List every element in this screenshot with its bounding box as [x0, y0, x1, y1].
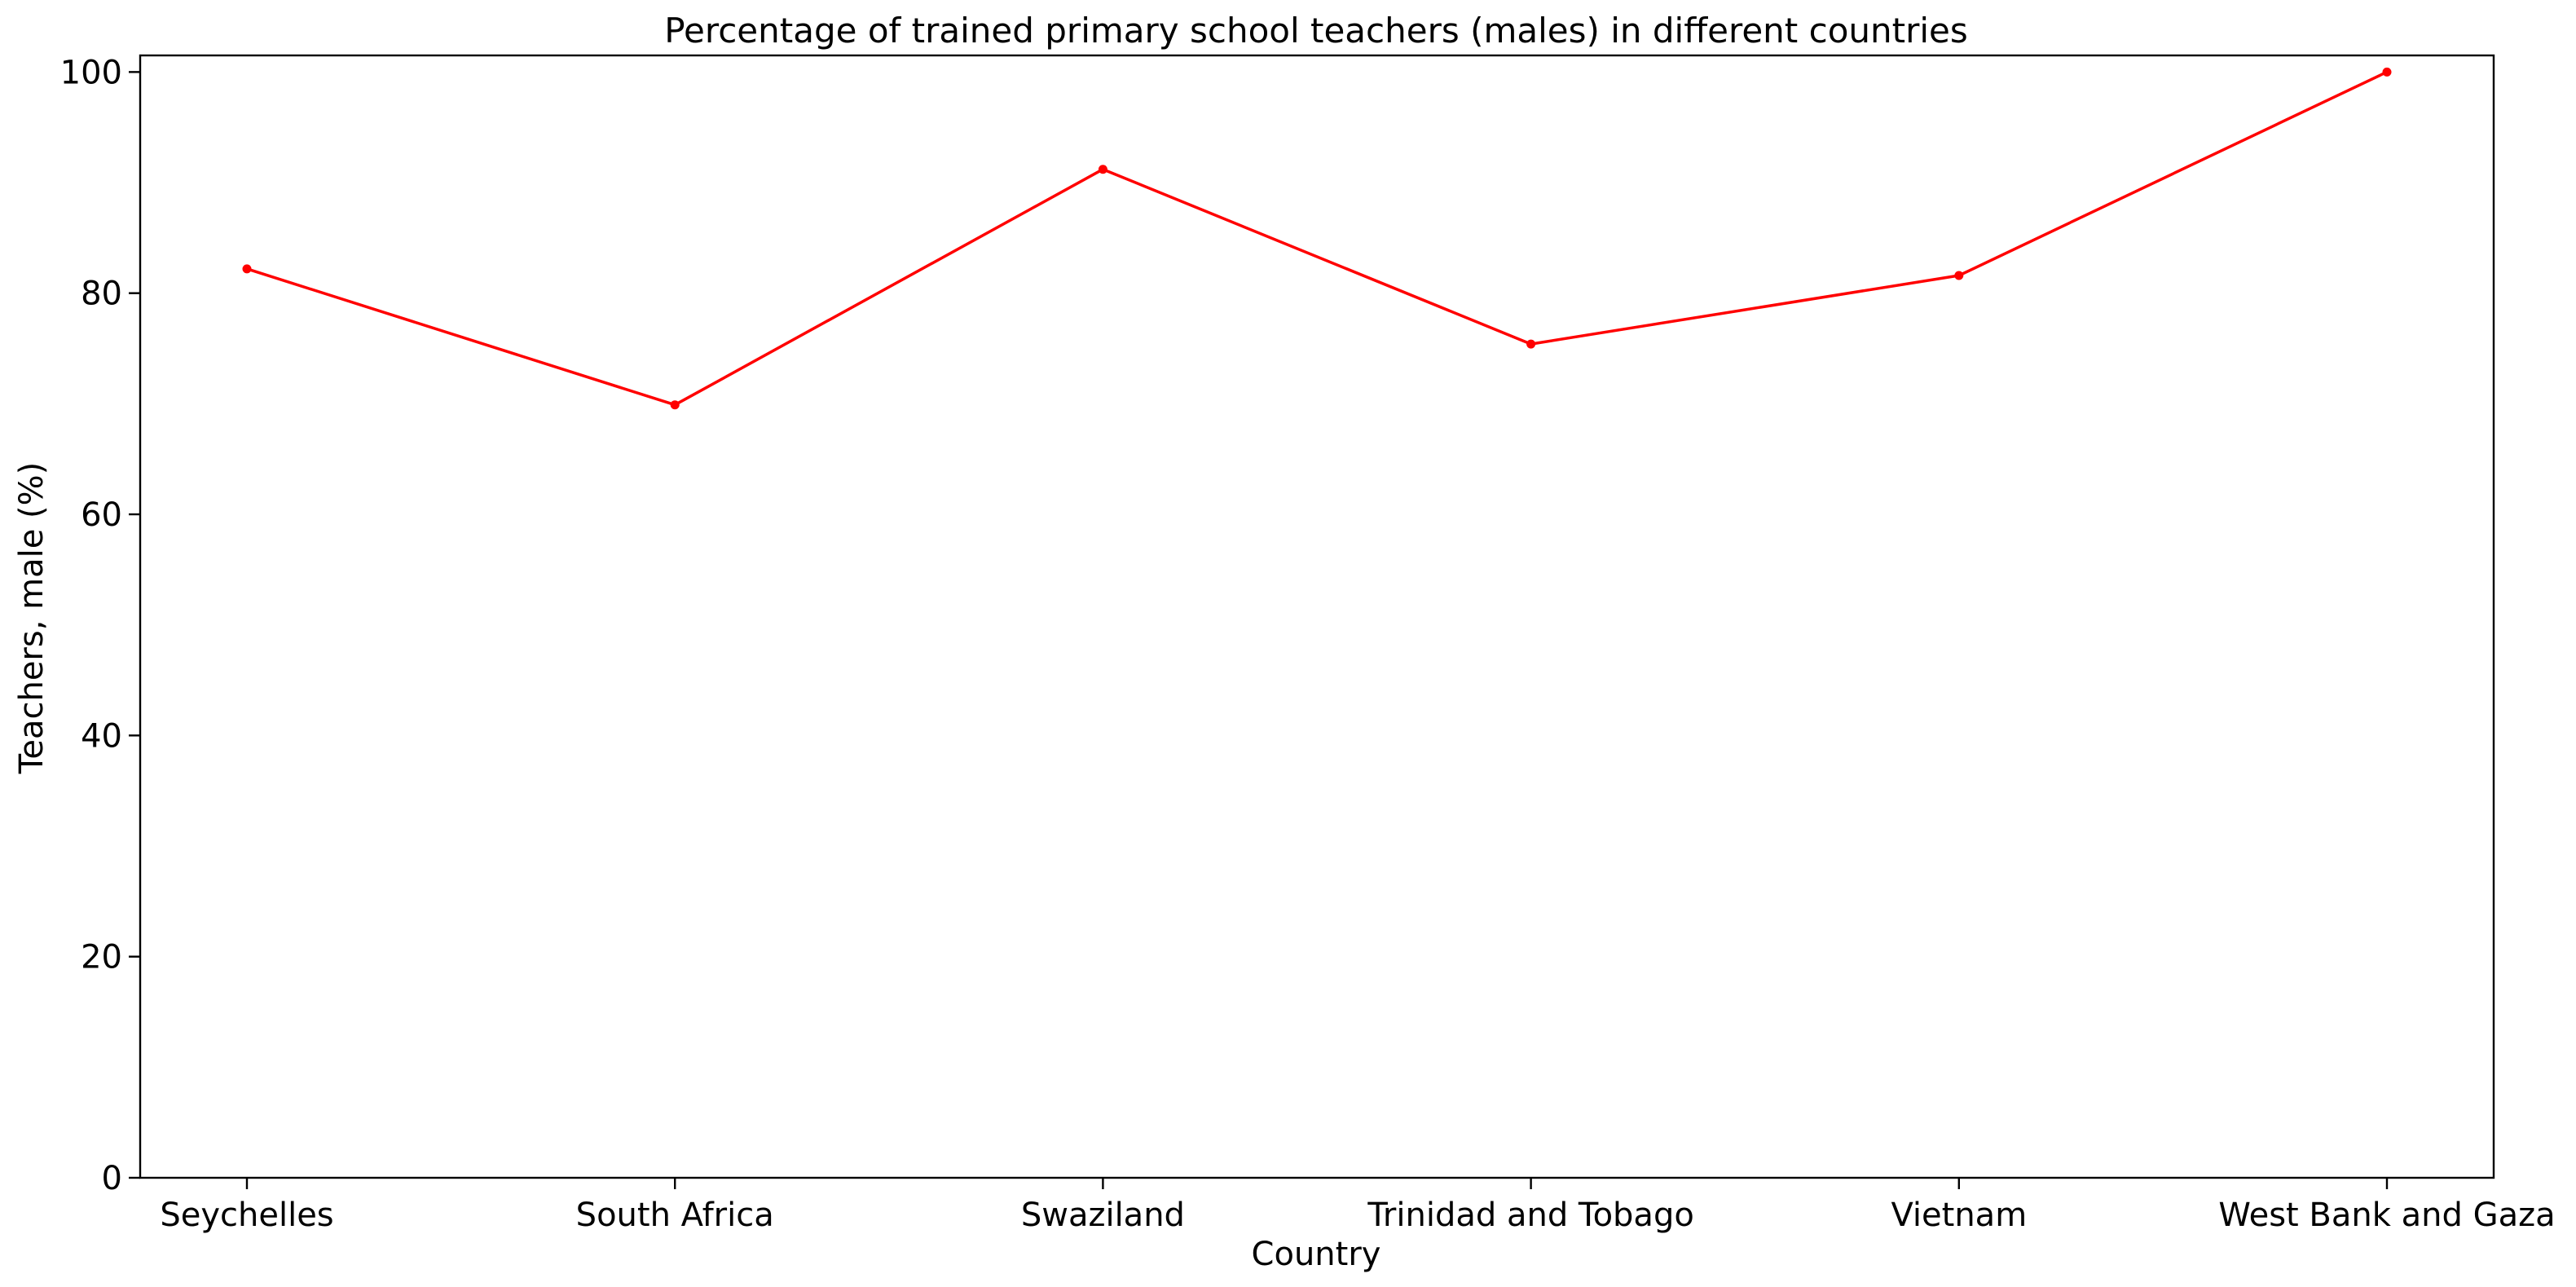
y-tick-label: 100	[60, 54, 122, 91]
plot-area: 0 20 40 60 80 100 Seychelles South Africa Swazi…	[60, 54, 2556, 1234]
series-line	[246, 70, 2388, 407]
series-layer	[242, 67, 2392, 410]
y-tick-label: 40	[81, 717, 122, 755]
y-axis: 0 20 40 60 80 100	[60, 54, 140, 1197]
x-tick-label: Vietnam	[1891, 1197, 2027, 1234]
data-point	[242, 264, 252, 274]
x-axis-label: Country	[1252, 1236, 1381, 1273]
x-tick-label: South Africa	[576, 1197, 774, 1234]
y-tick-label: 60	[81, 496, 122, 534]
x-tick-label: Seychelles	[160, 1197, 333, 1234]
y-axis-label: Teachers, male (%)	[13, 462, 51, 775]
x-tick-label: Trinidad and Tobago	[1367, 1197, 1693, 1234]
data-point	[2382, 67, 2392, 77]
x-tick-label: Swaziland	[1021, 1197, 1185, 1234]
data-point	[1954, 271, 1964, 280]
data-point	[670, 400, 680, 410]
y-tick-label: 0	[102, 1160, 122, 1197]
x-axis: Seychelles South Africa Swaziland Trinidad …	[160, 1178, 2556, 1234]
y-tick-label: 20	[81, 939, 122, 976]
y-tick-label: 80	[81, 275, 122, 313]
x-tick-label: West Bank and Gaza	[2218, 1197, 2555, 1234]
data-point	[1526, 339, 1536, 349]
data-point	[1098, 165, 1107, 174]
chart-title: Percentage of trained primary school tea…	[664, 11, 1968, 51]
plot-frame	[139, 54, 2495, 1179]
